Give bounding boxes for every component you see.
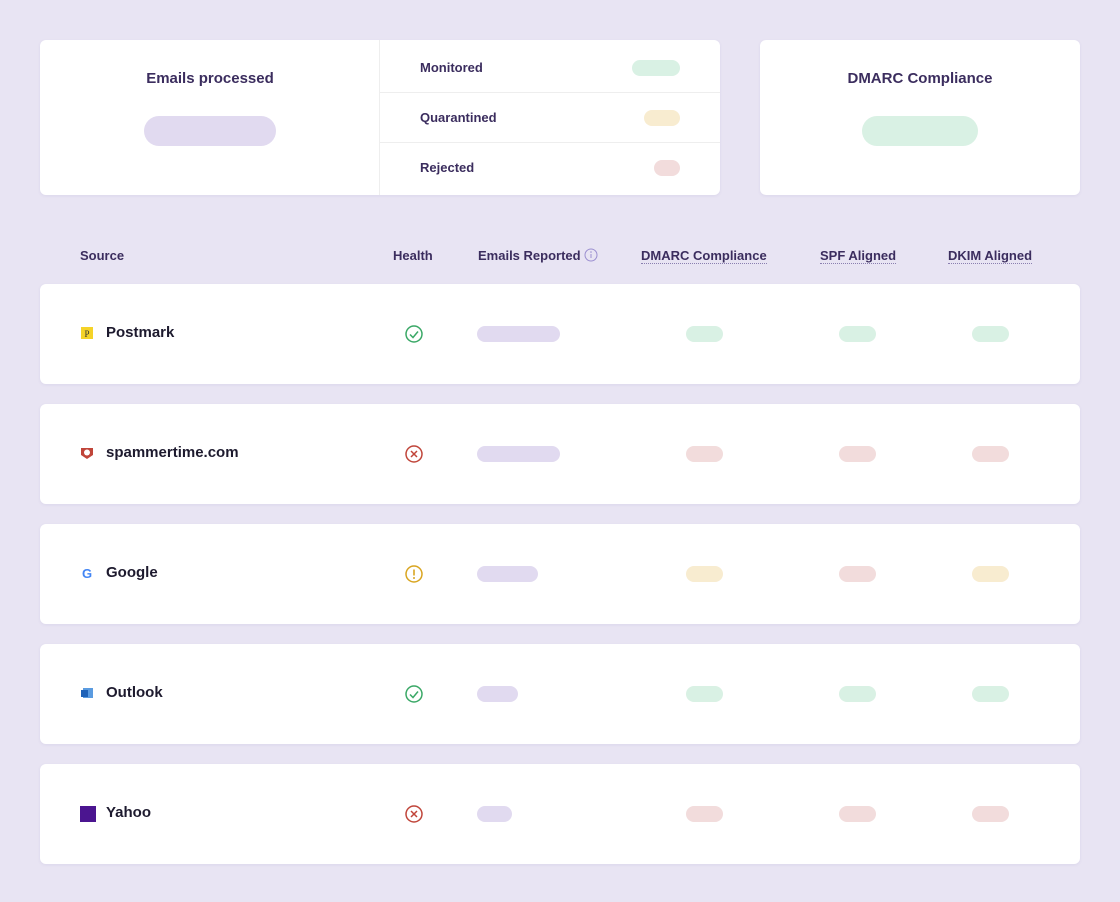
svg-text:P: P: [84, 329, 89, 339]
breakdown-label: Monitored: [420, 60, 483, 75]
placeholder: [972, 326, 1009, 342]
placeholder: [477, 806, 512, 822]
placeholder: [839, 446, 876, 462]
breakdown-label: Rejected: [420, 160, 475, 175]
source-name: Yahoo: [106, 804, 152, 821]
header[interactable]: DMARC Compliance: [641, 248, 767, 264]
placeholder: [686, 326, 723, 342]
compliance-placeholder: [862, 116, 978, 146]
source-logo: [81, 688, 93, 698]
divider: [379, 40, 380, 195]
health-icon: [405, 325, 423, 343]
placeholder: [654, 160, 680, 176]
health-icon: [405, 685, 423, 703]
source-row[interactable]: Outlook: [40, 644, 1080, 744]
header[interactable]: SPF Aligned: [820, 248, 897, 264]
breakdown-label: Quarantined: [420, 110, 497, 125]
svg-text:G: G: [82, 566, 92, 581]
placeholder: [644, 110, 680, 126]
placeholder: [686, 806, 723, 822]
placeholder: [839, 806, 876, 822]
info-icon[interactable]: [584, 248, 598, 262]
source-logo: G: [82, 566, 92, 581]
processed-placeholder: [144, 116, 276, 146]
header: Source: [80, 248, 125, 263]
compliance-title: DMARC Compliance: [847, 70, 993, 87]
placeholder: [972, 566, 1009, 582]
source-logo: [80, 806, 96, 822]
source-row[interactable]: spammertime.com: [40, 404, 1080, 504]
placeholder: [972, 806, 1009, 822]
placeholder: [839, 326, 876, 342]
placeholder: [972, 446, 1009, 462]
source-name: spammertime.com: [106, 444, 239, 461]
header: Health: [393, 248, 433, 263]
header[interactable]: DKIM Aligned: [948, 248, 1033, 264]
source-logo: P: [81, 327, 93, 339]
header-text: Emails Reported: [478, 248, 581, 263]
source-logo: [81, 448, 93, 459]
placeholder: [686, 446, 723, 462]
health-icon: [405, 445, 423, 463]
placeholder: [477, 686, 518, 702]
placeholder: [477, 326, 560, 342]
placeholder: [477, 446, 560, 462]
placeholder: [839, 566, 876, 582]
divider: [380, 142, 720, 143]
processed-title: Emails processed: [146, 70, 274, 87]
source-row[interactable]: Yahoo: [40, 764, 1080, 864]
placeholder: [477, 566, 538, 582]
source-row[interactable]: P Postmark: [40, 284, 1080, 384]
source-name: Postmark: [106, 324, 175, 341]
placeholder: [972, 686, 1009, 702]
compliance-card: DMARC Compliance: [760, 40, 1080, 195]
header[interactable]: Emails Reported: [478, 248, 598, 263]
placeholder: [686, 566, 723, 582]
divider: [380, 92, 720, 93]
health-icon: [405, 805, 423, 823]
summary-card: Emails processed Monitored Quarantined R…: [40, 40, 720, 195]
placeholder: [686, 686, 723, 702]
source-row[interactable]: G Google: [40, 524, 1080, 624]
source-name: Outlook: [106, 684, 163, 701]
health-icon: [405, 565, 423, 583]
source-name: Google: [106, 564, 158, 581]
placeholder: [839, 686, 876, 702]
placeholder: [632, 60, 680, 76]
